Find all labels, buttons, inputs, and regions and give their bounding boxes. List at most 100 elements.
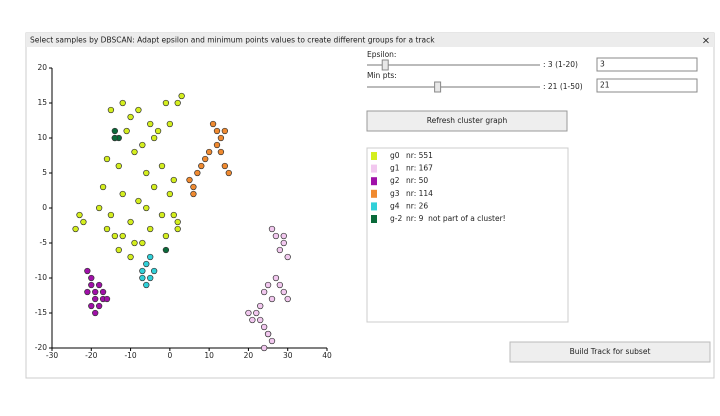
point	[143, 204, 150, 212]
legend-count: nr: 114	[406, 189, 433, 198]
y-tick-label: 5	[42, 168, 47, 177]
point	[111, 127, 119, 135]
point	[92, 288, 99, 296]
min-pts-range: : 21 (1-50)	[543, 82, 583, 91]
point	[280, 232, 287, 240]
y-tick-label: 0	[42, 203, 47, 212]
dialog-title: Select samples by DBSCAN: Adapt epsilon …	[30, 36, 435, 45]
point	[103, 225, 111, 233]
point	[154, 127, 162, 135]
legend-name: g1	[390, 164, 400, 173]
y-tick-label: 20	[37, 63, 47, 72]
close-button[interactable]: ×	[702, 36, 710, 47]
point	[80, 218, 87, 226]
y-tick-label: -5	[40, 238, 48, 247]
point	[158, 211, 166, 219]
point	[143, 260, 150, 268]
point	[135, 106, 142, 114]
point	[221, 127, 229, 135]
build-button[interactable]	[509, 341, 711, 363]
point	[190, 190, 197, 198]
legend-name: g2	[390, 176, 400, 185]
point	[139, 267, 146, 275]
y-tick-label: 10	[37, 133, 47, 142]
point	[166, 120, 174, 128]
point	[76, 211, 83, 219]
refresh-button[interactable]	[366, 110, 568, 132]
point	[178, 92, 185, 100]
point	[225, 169, 232, 177]
point	[284, 295, 291, 303]
y-tick-label: -10	[35, 273, 47, 282]
slider-thumb[interactable]	[434, 81, 442, 93]
point	[139, 274, 146, 282]
point	[264, 281, 272, 289]
epsilon-input[interactable]	[596, 57, 698, 72]
point	[186, 176, 193, 184]
point	[268, 225, 276, 233]
point	[221, 162, 229, 170]
point	[99, 183, 107, 191]
point	[103, 295, 111, 303]
point	[198, 162, 205, 170]
y-tick-label: 15	[37, 98, 47, 107]
point	[139, 141, 146, 149]
x-tick-label: -30	[46, 351, 58, 360]
point	[260, 323, 268, 331]
point	[115, 162, 122, 170]
point	[150, 267, 158, 275]
legend-count: nr: 26	[406, 201, 428, 210]
point	[268, 295, 276, 303]
point	[111, 232, 119, 240]
point	[170, 176, 177, 184]
point	[107, 106, 115, 114]
point	[88, 302, 95, 310]
point	[245, 309, 252, 317]
x-tick-label: 10	[204, 351, 214, 360]
point	[272, 232, 280, 240]
point	[127, 218, 134, 226]
legend-swatch	[371, 189, 377, 198]
point	[95, 281, 103, 289]
point	[170, 211, 177, 219]
legend-name: g-2	[390, 214, 402, 223]
point	[147, 120, 154, 128]
point	[257, 302, 264, 310]
point	[264, 330, 272, 338]
point	[143, 281, 150, 289]
legend-name: g3	[390, 189, 400, 198]
epsilon-range: : 3 (1-20)	[543, 60, 578, 69]
legend-swatch	[371, 164, 377, 173]
min-pts-input[interactable]	[596, 78, 698, 93]
point	[127, 113, 134, 121]
point	[162, 246, 170, 254]
point	[284, 253, 291, 261]
legend-count: nr: 551	[406, 151, 433, 160]
point	[280, 288, 287, 296]
x-tick-label: 30	[283, 351, 293, 360]
point	[158, 162, 166, 170]
slider-thumb[interactable]	[381, 59, 389, 71]
point	[88, 281, 95, 289]
point	[202, 155, 209, 163]
point	[131, 239, 138, 247]
point	[276, 281, 284, 289]
point	[139, 239, 146, 247]
point	[143, 169, 150, 177]
point	[99, 288, 107, 296]
point	[253, 309, 260, 317]
title-bar	[26, 33, 714, 47]
point	[84, 267, 91, 275]
point	[209, 120, 217, 128]
point	[92, 295, 99, 303]
legend-swatch	[371, 152, 377, 160]
min-pts-label: Min pts:	[367, 71, 397, 80]
point	[84, 288, 91, 296]
point	[213, 141, 221, 149]
point	[249, 316, 256, 324]
point	[162, 99, 170, 107]
point	[276, 246, 284, 254]
point	[213, 127, 221, 135]
point	[217, 148, 225, 156]
legend-count: nr: 9 not part of a cluster!	[406, 214, 506, 223]
